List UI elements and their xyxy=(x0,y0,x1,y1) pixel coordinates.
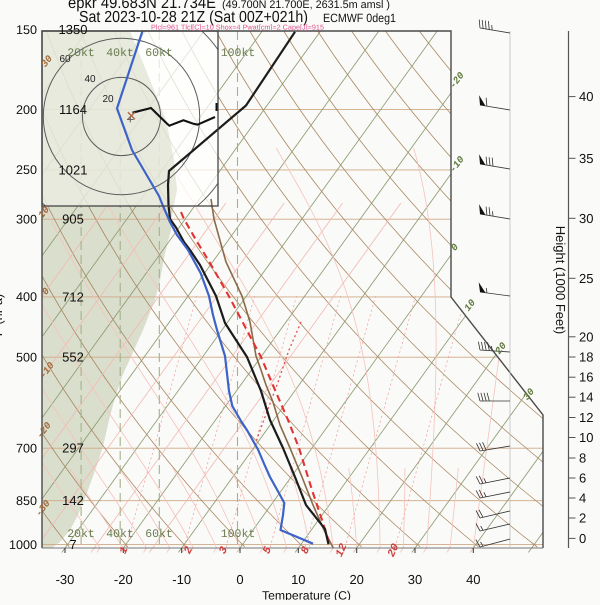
svg-text:P (hPa): P (hPa) xyxy=(0,294,5,336)
svg-text:60kt: 60kt xyxy=(145,528,173,541)
svg-text:20: 20 xyxy=(102,94,114,105)
svg-text:2: 2 xyxy=(579,511,586,526)
svg-text:30: 30 xyxy=(579,211,593,226)
svg-text:40: 40 xyxy=(466,572,480,587)
svg-text:150: 150 xyxy=(16,23,37,37)
svg-text:20: 20 xyxy=(349,572,363,587)
svg-text:-20: -20 xyxy=(114,572,133,587)
svg-text:20: 20 xyxy=(386,542,403,559)
svg-text:300: 300 xyxy=(16,212,37,226)
svg-text:12: 12 xyxy=(334,542,351,559)
svg-text:20kt: 20kt xyxy=(67,528,95,541)
svg-text:epkr 49.683N 21.734E: epkr 49.683N 21.734E xyxy=(68,0,216,12)
svg-text:1021: 1021 xyxy=(59,162,88,177)
svg-text:200: 200 xyxy=(16,103,37,117)
svg-text:Height (1000 Feet): Height (1000 Feet) xyxy=(553,226,568,334)
svg-text:712: 712 xyxy=(62,289,84,304)
svg-text:10: 10 xyxy=(291,572,305,587)
svg-text:60kt: 60kt xyxy=(145,47,173,60)
svg-text:0: 0 xyxy=(579,531,586,546)
svg-text:100kt: 100kt xyxy=(221,528,256,541)
svg-text:-30: -30 xyxy=(56,572,75,587)
svg-text:0: 0 xyxy=(449,242,461,254)
svg-text:297: 297 xyxy=(62,441,84,456)
svg-text:1000: 1000 xyxy=(9,538,37,552)
svg-text:8: 8 xyxy=(299,545,313,556)
svg-text:100kt: 100kt xyxy=(221,47,256,60)
svg-text:ECMWF 0deg1: ECMWF 0deg1 xyxy=(323,11,396,25)
svg-text:40kt: 40kt xyxy=(106,528,134,541)
svg-text:40kt: 40kt xyxy=(106,47,134,60)
svg-text:1: 1 xyxy=(118,545,132,556)
svg-text:8: 8 xyxy=(579,451,586,466)
svg-text:3: 3 xyxy=(217,545,231,556)
svg-text:Sat 2023-10-28 21Z (Sat 00Z+02: Sat 2023-10-28 21Z (Sat 00Z+021h) xyxy=(79,9,308,26)
svg-text:Plcl=961 Tlcl[C]=10 Shox=4 Pwa: Plcl=961 Tlcl[C]=10 Shox=4 Pwat[cm]=2 Ca… xyxy=(151,24,324,32)
svg-text:40: 40 xyxy=(84,74,96,85)
svg-text:250: 250 xyxy=(16,163,37,177)
svg-text:30: 30 xyxy=(408,572,422,587)
svg-text:25: 25 xyxy=(579,271,593,286)
svg-text:-10: -10 xyxy=(172,572,191,587)
svg-text:0: 0 xyxy=(236,572,243,587)
svg-text:60: 60 xyxy=(59,54,71,65)
svg-text:500: 500 xyxy=(16,350,37,364)
svg-text:6: 6 xyxy=(579,471,586,486)
svg-text:20kt: 20kt xyxy=(67,47,95,60)
svg-text:20: 20 xyxy=(579,329,593,344)
svg-text:905: 905 xyxy=(62,212,84,227)
svg-text:16: 16 xyxy=(579,370,593,385)
svg-text:2: 2 xyxy=(182,545,196,556)
svg-text:1350: 1350 xyxy=(59,22,88,37)
svg-text:700: 700 xyxy=(16,441,37,455)
svg-text:7: 7 xyxy=(69,537,76,552)
svg-text:10: 10 xyxy=(579,430,593,445)
svg-text:14: 14 xyxy=(579,390,593,405)
svg-text:40: 40 xyxy=(579,89,593,104)
svg-text:552: 552 xyxy=(62,350,84,365)
svg-text:400: 400 xyxy=(16,290,37,304)
svg-text:Temperature (C): Temperature (C) xyxy=(262,589,351,601)
svg-text:(49.700N 21.700E, 2631.5m amsl: (49.700N 21.700E, 2631.5m amsl ) xyxy=(222,0,390,11)
svg-text:18: 18 xyxy=(579,350,593,365)
svg-text:35: 35 xyxy=(579,151,593,166)
svg-text:12: 12 xyxy=(579,410,593,425)
svg-text:0: 0 xyxy=(40,286,52,298)
svg-text:850: 850 xyxy=(16,494,37,508)
svg-text:1164: 1164 xyxy=(59,102,87,117)
svg-text:5: 5 xyxy=(261,545,275,556)
svg-text:142: 142 xyxy=(62,493,84,508)
svg-text:4: 4 xyxy=(579,491,586,506)
